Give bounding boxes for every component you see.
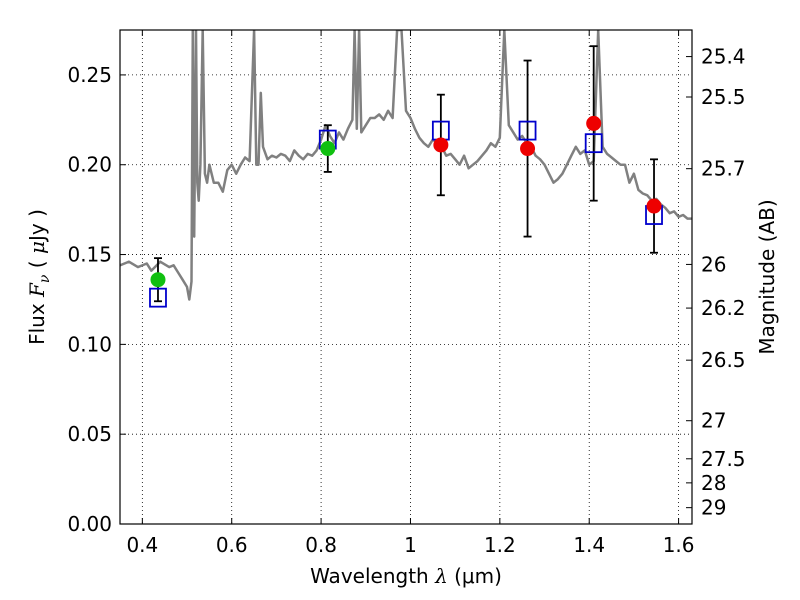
model-square-marker	[149, 287, 167, 308]
observed-photometry-points	[150, 115, 662, 288]
observed-point-marker	[320, 141, 336, 157]
observed-point-marker	[520, 141, 536, 157]
magnitude-tick-label: 28	[701, 471, 726, 495]
y-tick-label: 0.25	[67, 63, 112, 87]
x-axis-label: Wavelength λ (μm)	[310, 564, 502, 588]
y-tick-label: 0.00	[67, 512, 112, 536]
plot-frame	[119, 29, 693, 525]
right-axis-label: Magnitude (AB)	[755, 199, 779, 354]
x-tick-label: 0.6	[216, 533, 248, 557]
y-tick-label: 0.05	[67, 422, 112, 446]
y-tick-label: 0.15	[67, 243, 112, 267]
template-spectrum-line	[120, 30, 692, 301]
axis-ticks: 0.4 0.6 0.8 1 1.2 1.4 1.6 0.00 0.05 0.10 0.15 0.20 0…	[67, 30, 746, 557]
model-square-marker	[518, 120, 537, 141]
y-tick-label: 0.10	[67, 332, 112, 356]
magnitude-tick-label: 25.4	[701, 45, 746, 69]
y-axis-label: Flux Fν ( μJy )	[25, 209, 53, 345]
magnitude-tick-label: 25.7	[701, 157, 746, 181]
y-tick-label: 0.20	[67, 153, 112, 177]
x-tick-label: 0.4	[126, 533, 158, 557]
observed-point-marker	[433, 137, 449, 153]
magnitude-tick-label: 26	[701, 252, 726, 276]
magnitude-tick-label: 26.5	[701, 348, 746, 372]
observed-point-marker	[586, 115, 602, 131]
data-layer	[120, 30, 692, 308]
x-tick-label: 0.8	[305, 533, 337, 557]
x-tick-label: 1	[404, 533, 417, 557]
observed-point-marker	[646, 198, 662, 214]
magnitude-tick-label: 26.2	[701, 296, 746, 320]
x-tick-label: 1.4	[573, 533, 605, 557]
magnitude-tick-label: 25.5	[701, 85, 746, 109]
x-tick-label: 1.6	[663, 533, 695, 557]
magnitude-tick-label: 27.5	[701, 447, 746, 471]
observed-point-marker	[150, 272, 166, 288]
x-tick-label: 1.2	[484, 533, 516, 557]
model-square-marker	[584, 133, 603, 154]
magnitude-tick-label: 29	[701, 496, 726, 520]
magnitude-tick-label: 27	[701, 409, 726, 433]
